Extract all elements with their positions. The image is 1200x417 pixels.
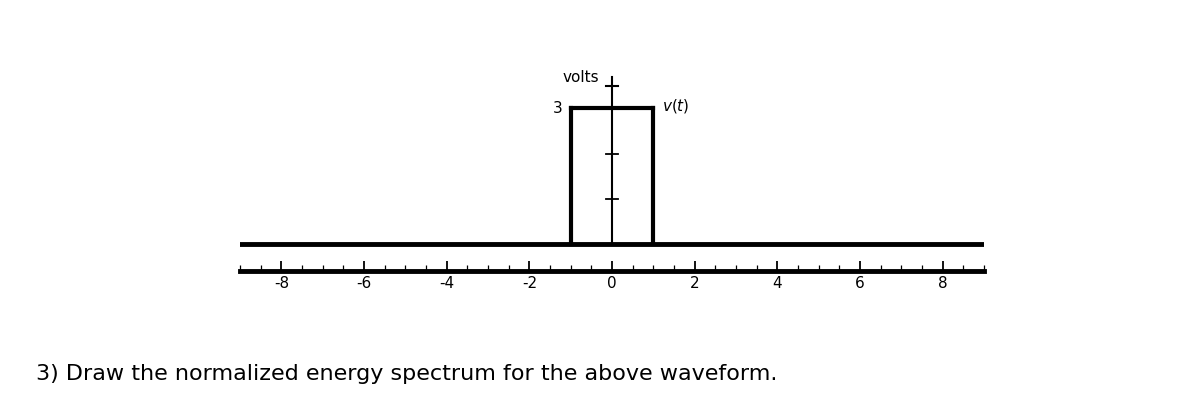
Text: $v(t)$: $v(t)$	[661, 97, 689, 115]
Text: volts: volts	[563, 70, 600, 85]
Text: 3: 3	[553, 101, 563, 116]
Text: 3) Draw the normalized energy spectrum for the above waveform.: 3) Draw the normalized energy spectrum f…	[36, 364, 778, 384]
